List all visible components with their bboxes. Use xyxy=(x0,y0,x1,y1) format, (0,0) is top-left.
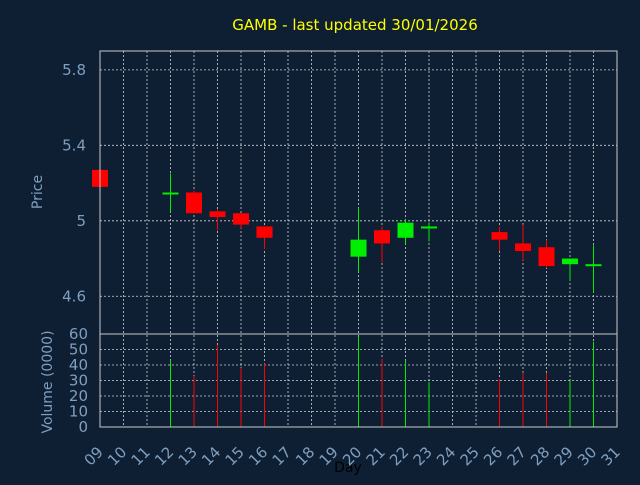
candle-body xyxy=(562,258,578,265)
volume-tick-label: 50 xyxy=(69,341,88,359)
price-candles xyxy=(92,169,602,293)
candle-body xyxy=(397,222,414,238)
chart-title: GAMB - last updated 30/01/2026 xyxy=(232,16,478,34)
candle-body xyxy=(186,192,202,214)
candle-body xyxy=(491,232,508,240)
candle-body xyxy=(515,243,531,251)
volume-tick-label: 40 xyxy=(69,356,88,374)
price-tick-label: 5.4 xyxy=(62,136,86,154)
price-tick-label: 4.6 xyxy=(62,287,86,305)
volume-tick-label: 60 xyxy=(69,325,88,343)
volume-tick-label: 0 xyxy=(78,418,88,436)
candle-body xyxy=(162,192,179,195)
price-tick-label: 5.8 xyxy=(62,61,86,79)
price-tick-label: 5 xyxy=(76,212,86,230)
volume-tick-label: 20 xyxy=(69,387,88,405)
x-axis-label: Day xyxy=(334,460,362,476)
candle-body xyxy=(256,226,273,238)
candle-body xyxy=(585,264,602,267)
volume-tick-label: 10 xyxy=(69,403,88,421)
volume-tick-label: 30 xyxy=(69,372,88,390)
candle-body xyxy=(233,213,249,225)
volume-bars xyxy=(170,337,594,427)
candle-body xyxy=(374,230,390,244)
price-axis-label: Price xyxy=(30,175,46,209)
candle-body xyxy=(421,226,437,229)
volume-panel-frame xyxy=(99,333,618,428)
candle-body xyxy=(538,247,555,267)
candle-body xyxy=(350,239,367,257)
candle-body xyxy=(209,211,226,218)
volume-axis-label: Volume (0000) xyxy=(40,330,56,433)
axes xyxy=(99,50,618,428)
